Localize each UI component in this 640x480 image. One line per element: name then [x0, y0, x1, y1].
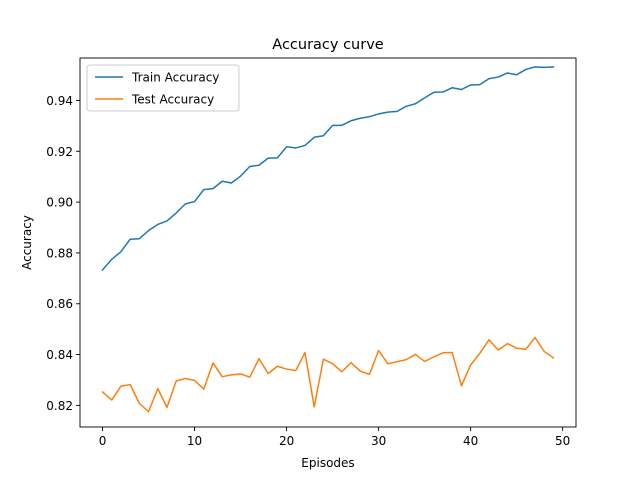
x-tick-label: 10 — [187, 434, 202, 448]
x-tick-label: 30 — [371, 434, 386, 448]
y-tick-label: 0.84 — [46, 348, 73, 362]
plot-area — [101, 66, 555, 413]
chart-title: Accuracy curve — [272, 37, 384, 53]
y-tick-label: 0.90 — [46, 196, 73, 210]
y-tick-label: 0.94 — [46, 94, 73, 108]
y-tick-label: 0.88 — [46, 246, 73, 260]
x-axis-ticks: 0 10 20 30 40 50 — [99, 427, 570, 448]
x-tick-label: 40 — [463, 434, 478, 448]
series-line-test-accuracy — [101, 336, 555, 413]
legend-box — [86, 64, 240, 112]
y-tick-label: 0.92 — [46, 145, 73, 159]
y-axis-ticks: 0.82 0.84 0.86 0.88 0.90 0.92 0.94 — [46, 94, 80, 413]
legend-label: Train Accuracy — [131, 71, 219, 85]
x-tick-label: 50 — [555, 434, 570, 448]
x-axis-label: Episodes — [301, 456, 354, 470]
y-tick-label: 0.82 — [46, 399, 73, 413]
x-tick-label: 20 — [279, 434, 294, 448]
plot-frame — [79, 57, 577, 428]
x-tick-label: 0 — [99, 434, 107, 448]
legend: Train Accuracy Test Accuracy — [86, 64, 240, 112]
y-axis-label: Accuracy — [20, 215, 34, 270]
legend-label: Test Accuracy — [131, 93, 214, 107]
y-tick-label: 0.86 — [46, 297, 73, 311]
series-line-train-accuracy — [101, 66, 555, 272]
